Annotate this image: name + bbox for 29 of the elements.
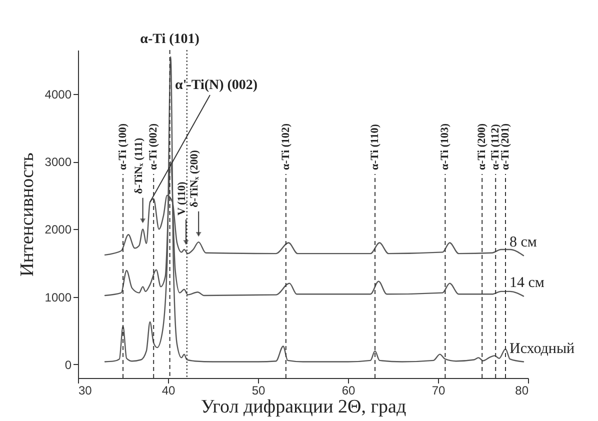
annotation: δ-TiNₓ (111) [132, 137, 145, 194]
x-tick-label: 70 [432, 384, 446, 398]
annotation: α'-Ti(N) (002) [175, 78, 258, 93]
ref-line-label: α-Ti (002) [148, 123, 160, 170]
annotation: V (110) [176, 181, 188, 216]
ref-line-label: α-Ti (112) [490, 124, 502, 170]
ref-line-label: α-Ti (200) [476, 123, 488, 170]
ref-line-label: α-Ti (100) [117, 123, 129, 170]
x-tick-label: 50 [252, 384, 266, 398]
series-label: 14 см [510, 275, 545, 292]
y-tick-label: 2000 [44, 222, 72, 237]
y-tick-label: 3000 [44, 155, 72, 170]
annotation: α-Ti (101) [140, 32, 200, 47]
y-tick-label: 0 [64, 358, 72, 372]
series-label: 8 см [510, 234, 538, 251]
x-tick-label: 30 [78, 384, 92, 398]
annotation: δ-TiNₓ (200) [188, 150, 201, 208]
ref-line-label: α-Ti (103) [439, 123, 452, 170]
ref-line-label: α-Ti (102) [280, 123, 292, 170]
x-tick-label: 80 [515, 384, 529, 398]
y-tick-label: 1000 [44, 290, 72, 304]
y-tick-label: 4000 [44, 87, 72, 102]
x-axis-title: Угол дифракции 2Θ, град [200, 396, 406, 418]
ref-line-label: α-Ti (201) [500, 123, 512, 170]
x-tick-label: 60 [342, 384, 356, 398]
y-axis-title: Интенсивность [16, 152, 38, 276]
x-tick-label: 40 [162, 384, 176, 398]
ref-line-label: α-Ti (110) [369, 124, 381, 170]
series-label: Исходный [510, 340, 575, 357]
